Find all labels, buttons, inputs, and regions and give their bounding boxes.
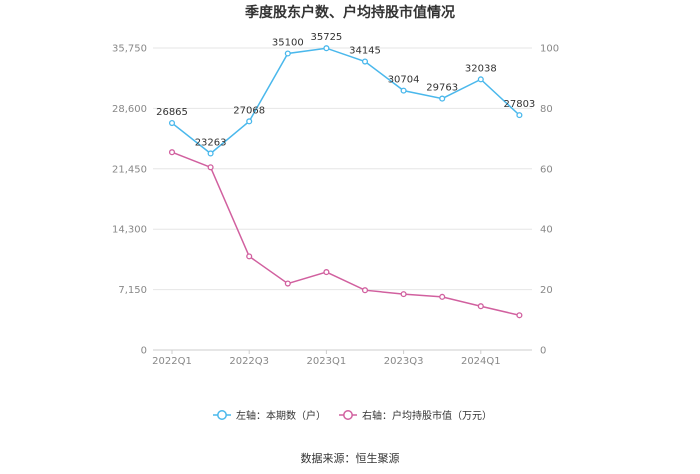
left-tick-label: 7,150: [118, 285, 147, 296]
legend[interactable]: 左轴：本期数（户） 右轴：户均持股市值（万元）: [213, 409, 492, 422]
data-point[interactable]: [284, 50, 291, 57]
right-tick-label: 100: [540, 44, 559, 55]
data-source: 数据来源：恒生聚源: [301, 451, 400, 465]
x-axis-ticks: 2022Q1 2022Q3 2023Q1 2023Q3 2024Q1: [152, 350, 501, 367]
data-label: 35100: [272, 37, 304, 48]
data-label: 26865: [156, 107, 188, 118]
legend-swatch-marker: [343, 410, 353, 420]
left-tick-label: 35,750: [112, 44, 147, 55]
series-group: 26865 23263 27068 35100 35725 34145 30704 29763…: [156, 32, 535, 319]
data-point[interactable]: [323, 269, 330, 276]
data-point[interactable]: [246, 253, 253, 260]
legend-label: 右轴：户均持股市值（万元）: [362, 409, 492, 422]
data-label: 29763: [426, 83, 458, 94]
data-label: 35725: [310, 32, 342, 43]
data-point[interactable]: [168, 149, 176, 156]
left-tick-label: 28,600: [112, 104, 147, 115]
data-point[interactable]: [361, 58, 369, 65]
series-line-0: [171, 47, 520, 155]
right-tick-label: 60: [540, 164, 553, 175]
data-label: 30704: [388, 75, 420, 86]
legend-item-1[interactable]: 右轴：户均持股市值（万元）: [339, 409, 492, 422]
data-point[interactable]: [439, 95, 446, 102]
legend-label: 左轴：本期数（户）: [236, 409, 326, 422]
data-point[interactable]: [477, 76, 484, 83]
series-line-1: [171, 151, 520, 317]
data-point[interactable]: [400, 291, 407, 298]
data-point[interactable]: [323, 45, 330, 52]
data-point[interactable]: [516, 312, 523, 319]
right-tick-label: 40: [540, 225, 553, 236]
right-tick-label: 80: [540, 104, 553, 115]
data-label: 27803: [503, 99, 535, 110]
left-tick-label: 0: [141, 346, 147, 357]
x-tick-label: 2023Q3: [384, 356, 424, 367]
left-tick-label: 14,300: [112, 225, 147, 236]
data-point[interactable]: [400, 87, 407, 94]
data-point[interactable]: [516, 112, 523, 119]
left-axis-ticks: 0 7,150 14,300 21,450 28,600 35,750: [112, 44, 147, 357]
data-label: 23263: [195, 137, 227, 148]
data-point[interactable]: [439, 293, 446, 300]
right-axis-ticks: 0 20 40 60 80 100: [540, 44, 559, 357]
right-tick-label: 20: [540, 285, 553, 296]
chart-title: 季度股东户数、户均持股市值情况: [244, 4, 455, 21]
data-label: 32038: [465, 63, 497, 74]
x-tick-label: 2022Q3: [229, 356, 269, 367]
x-tick-label: 2023Q1: [307, 356, 347, 367]
grid: [153, 47, 532, 351]
x-tick-label: 2024Q1: [461, 356, 501, 367]
data-point[interactable]: [361, 287, 369, 294]
data-point[interactable]: [207, 164, 214, 171]
left-tick-label: 21,450: [112, 164, 147, 175]
x-tick-label: 2022Q1: [152, 356, 192, 367]
data-point[interactable]: [168, 120, 176, 127]
legend-swatch-marker: [217, 410, 227, 420]
data-point[interactable]: [207, 150, 214, 157]
data-label: 34145: [349, 46, 381, 57]
right-tick-label: 0: [540, 346, 546, 357]
legend-item-0[interactable]: 左轴：本期数（户）: [213, 409, 326, 422]
data-point[interactable]: [246, 118, 253, 125]
data-point[interactable]: [284, 280, 291, 287]
data-point[interactable]: [477, 303, 484, 310]
data-label: 27068: [233, 105, 265, 116]
